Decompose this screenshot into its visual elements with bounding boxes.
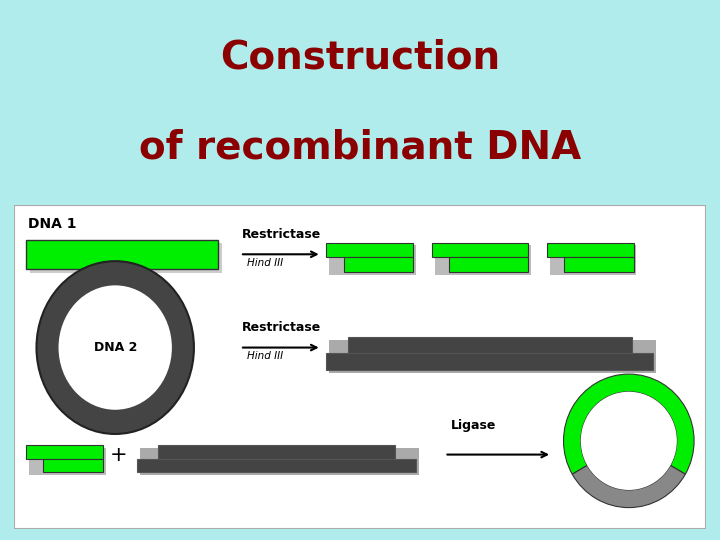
Bar <box>547 242 634 257</box>
Wedge shape <box>564 374 694 474</box>
Bar <box>564 257 634 272</box>
Bar <box>326 354 653 370</box>
Bar <box>29 448 106 475</box>
Text: Ligase: Ligase <box>451 418 497 431</box>
Bar <box>449 257 528 272</box>
Bar <box>158 445 395 458</box>
Bar <box>326 242 413 257</box>
Bar <box>30 244 222 273</box>
Ellipse shape <box>37 261 194 434</box>
Bar <box>140 448 418 475</box>
Ellipse shape <box>58 285 172 410</box>
Bar <box>26 240 218 269</box>
Text: Construction: Construction <box>220 38 500 77</box>
Text: DNA 1: DNA 1 <box>28 217 76 231</box>
Text: Hind III: Hind III <box>247 258 283 268</box>
Bar <box>435 246 531 275</box>
Bar <box>550 246 636 275</box>
Bar <box>329 246 415 275</box>
Text: +: + <box>109 444 127 464</box>
Bar <box>26 445 103 458</box>
Text: Hind III: Hind III <box>247 352 283 361</box>
Bar <box>343 257 413 272</box>
Text: DNA 2: DNA 2 <box>94 341 137 354</box>
Text: of recombinant DNA: of recombinant DNA <box>139 129 581 167</box>
Bar <box>43 458 103 472</box>
Circle shape <box>581 392 677 490</box>
Wedge shape <box>572 465 685 508</box>
Bar <box>329 340 656 373</box>
Bar <box>138 458 415 472</box>
Bar <box>348 337 631 354</box>
Text: Restrictase: Restrictase <box>242 321 321 334</box>
Text: Restrictase: Restrictase <box>242 228 321 241</box>
Bar <box>432 242 528 257</box>
